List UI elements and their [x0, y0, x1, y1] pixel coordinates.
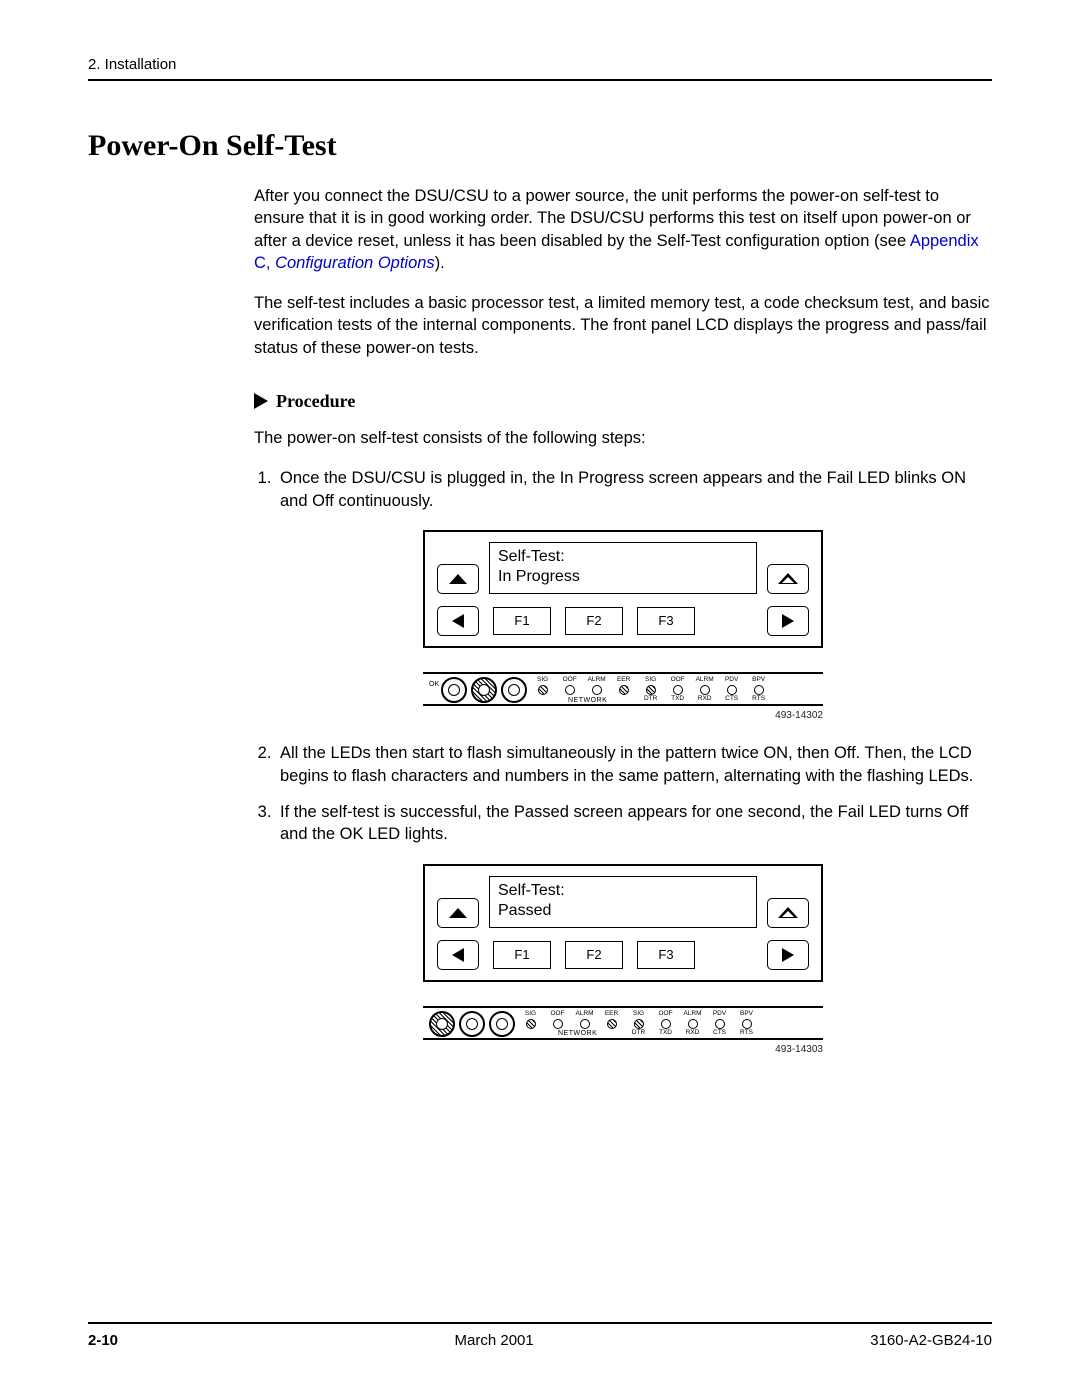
intro-para-1: After you connect the DSU/CSU to a power… [254, 185, 992, 274]
left-button-2 [437, 940, 479, 970]
left-arrow-icon [452, 614, 464, 628]
step-1: Once the DSU/CSU is plugged in, the In P… [276, 467, 992, 512]
network-label-2: NETWORK [558, 1029, 597, 1038]
lcd-panel-2: Self-Test: Passed F1 F2 F3 [423, 864, 823, 982]
test-led [501, 677, 527, 703]
para1-text-a: After you connect the DSU/CSU to a power… [254, 187, 971, 250]
lcd-screen: Self-Test: In Progress [489, 542, 757, 594]
f3-key: F3 [637, 607, 695, 635]
lcd2-line2: Passed [498, 901, 748, 921]
test-led-2 [489, 1011, 515, 1037]
f1-key: F1 [493, 607, 551, 635]
left-arrow-icon [452, 948, 464, 962]
procedure-heading: Procedure [254, 389, 992, 413]
led2-sig-1: SIG [519, 1011, 542, 1037]
procedure-steps: Once the DSU/CSU is plugged in, the In P… [254, 467, 992, 512]
led-oof-2: OOFTXD [666, 677, 689, 703]
ok-led-2 [429, 1011, 455, 1037]
fkey-row: F1 F2 F3 [489, 607, 757, 635]
figure-id-1: 493-14302 [423, 709, 823, 723]
ok-led [441, 677, 467, 703]
led-strip-2: SIG OOF ALRM EER SIGDTR OOFTXD ALRMRXD P… [423, 1006, 823, 1040]
exit-button [767, 564, 809, 594]
lcd2-line1: Self-Test: [498, 881, 748, 901]
procedure-label: Procedure [276, 389, 355, 413]
led-sig-2: SIGDTR [639, 677, 662, 703]
link-part2: Configuration Options [271, 254, 435, 272]
up-button [437, 564, 479, 594]
procedure-steps-cont: All the LEDs then start to flash simulta… [254, 742, 992, 845]
led-sig-1: SIG [531, 677, 554, 703]
procedure-intro: The power-on self-test consists of the f… [254, 427, 992, 449]
led-strip-figure-1: OK SIG OOF ALRM EER SIGDTR OOFTXD ALRMRX… [423, 672, 823, 723]
page-title: Power-On Self-Test [88, 129, 992, 163]
ok-label: OK [429, 680, 439, 689]
step-2: All the LEDs then start to flash simulta… [276, 742, 992, 787]
up-button-2 [437, 898, 479, 928]
network-label: NETWORK [568, 696, 607, 705]
page-footer: 2-10 March 2001 3160-A2-GB24-10 [88, 1322, 992, 1349]
lcd-line2: In Progress [498, 567, 748, 587]
header-chapter: 2. Installation [88, 56, 992, 73]
f3-key-2: F3 [637, 941, 695, 969]
led2-alrm-2: ALRMRXD [681, 1011, 704, 1037]
footer-date: March 2001 [455, 1332, 534, 1349]
exit-button-2 [767, 898, 809, 928]
led2-pdv: PDVCTS [708, 1011, 731, 1037]
fkey-row-2: F1 F2 F3 [489, 941, 757, 969]
left-button [437, 606, 479, 636]
lcd-line1: Self-Test: [498, 547, 748, 567]
procedure-arrow-icon [254, 393, 268, 409]
right-button-2 [767, 940, 809, 970]
step-3: If the self-test is successful, the Pass… [276, 801, 992, 846]
f2-key-2: F2 [565, 941, 623, 969]
led-pdv: PDVCTS [720, 677, 743, 703]
right-arrow-icon [782, 948, 794, 962]
led-eer-1: EER [612, 677, 635, 703]
lcd-panel: Self-Test: In Progress F1 F2 F3 [423, 530, 823, 648]
lcd-figure-passed: Self-Test: Passed F1 F2 F3 [423, 864, 823, 982]
f2-key: F2 [565, 607, 623, 635]
para1-text-b: ). [435, 254, 445, 272]
f1-key-2: F1 [493, 941, 551, 969]
led-strip: OK SIG OOF ALRM EER SIGDTR OOFTXD ALRMRX… [423, 672, 823, 706]
intro-para-2: The self-test includes a basic processor… [254, 292, 992, 359]
footer-page-number: 2-10 [88, 1332, 118, 1349]
footer-doc-id: 3160-A2-GB24-10 [870, 1332, 992, 1349]
lcd-figure-in-progress: Self-Test: In Progress F1 F2 F3 [423, 530, 823, 648]
exit-icon [778, 907, 798, 918]
right-arrow-icon [782, 614, 794, 628]
led2-bpv: BPVRTS [735, 1011, 758, 1037]
led2-eer-1: EER [600, 1011, 623, 1037]
up-arrow-icon [449, 574, 467, 584]
led2-oof-2: OOFTXD [654, 1011, 677, 1037]
led-strip-figure-2: SIG OOF ALRM EER SIGDTR OOFTXD ALRMRXD P… [423, 1006, 823, 1057]
figure-id-2: 493-14303 [423, 1043, 823, 1057]
led-alrm-2: ALRMRXD [693, 677, 716, 703]
fail-led [471, 677, 497, 703]
header-rule [88, 79, 992, 81]
exit-icon [778, 573, 798, 584]
led-bpv: BPVRTS [747, 677, 770, 703]
up-arrow-icon [449, 908, 467, 918]
fail-led-2 [459, 1011, 485, 1037]
right-button [767, 606, 809, 636]
lcd-screen-2: Self-Test: Passed [489, 876, 757, 928]
led2-sig-2: SIGDTR [627, 1011, 650, 1037]
